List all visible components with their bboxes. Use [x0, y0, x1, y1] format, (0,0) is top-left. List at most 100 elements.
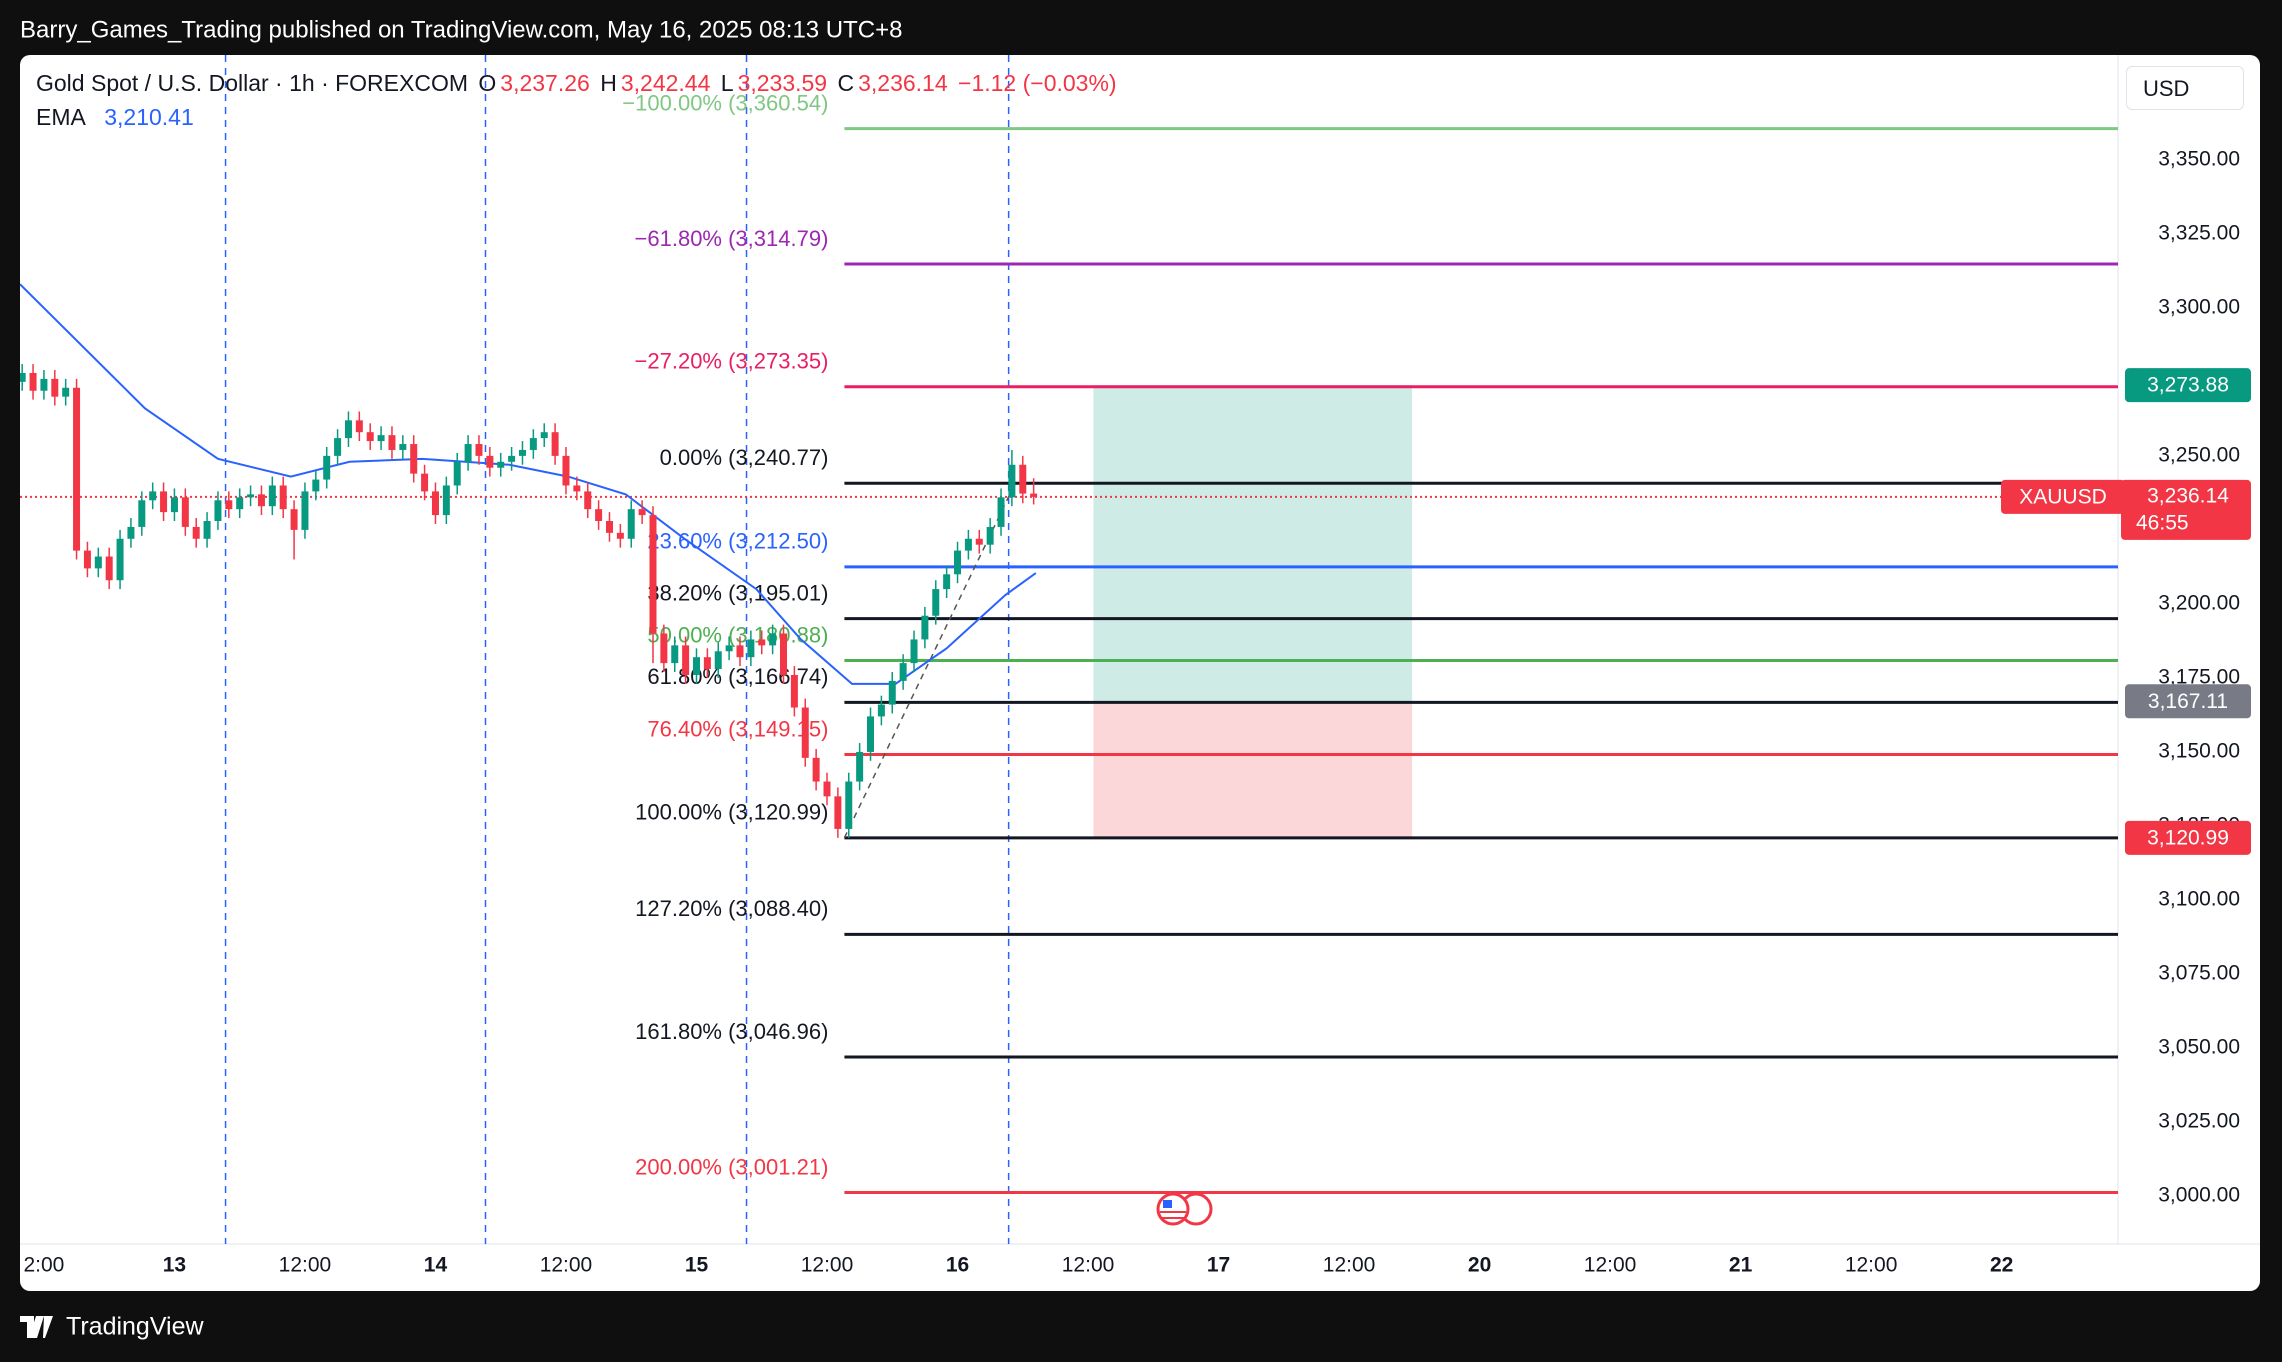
x-tick-label: 12:00 [1845, 1254, 1898, 1277]
x-tick-label: 12:00 [1584, 1254, 1637, 1277]
candle-body [877, 704, 885, 717]
candle-body [236, 497, 244, 510]
fib-label: −27.20% (3,273.35) [635, 349, 829, 374]
x-tick-label: 2:00 [23, 1254, 64, 1277]
currency-button[interactable]: USD [2126, 66, 2244, 110]
last-price-tag-bg [2121, 479, 2251, 540]
footer-logo: TradingView [20, 1313, 205, 1341]
y-tick-label: 3,050.00 [2158, 1036, 2240, 1059]
candle-body [181, 497, 189, 527]
candle-body [40, 378, 48, 391]
fib-label: 127.20% (3,088.40) [635, 896, 828, 921]
candle-body [529, 438, 537, 450]
candle-body [20, 372, 26, 382]
candle-body [954, 550, 962, 575]
candle-body [671, 645, 679, 664]
flag-canton [1163, 1200, 1172, 1208]
candle-body [845, 781, 853, 829]
symbol-tag-bg [2001, 479, 2125, 514]
candle-body [932, 589, 940, 616]
logo-text: TradingView [66, 1313, 205, 1341]
candle-body [660, 633, 668, 664]
candle-body [464, 444, 472, 462]
ohlc-value: 3,237.26 [500, 70, 590, 96]
y-tick-label: 3,000.00 [2158, 1184, 2240, 1207]
fib-label: 50.00% (3,180.88) [647, 622, 828, 647]
candle-body [812, 757, 820, 782]
candle-body [975, 538, 983, 545]
change: −1.12 (−0.03%) [958, 70, 1117, 96]
x-tick-label: 14 [424, 1254, 448, 1277]
y-tick-label: 3,075.00 [2158, 962, 2240, 985]
candle-body [638, 509, 646, 516]
fib-label: 76.40% (3,149.15) [647, 716, 828, 741]
candle-body [584, 491, 592, 510]
candle-body [997, 497, 1005, 527]
y-tick-label: 3,100.00 [2158, 888, 2240, 911]
candle-body [138, 500, 146, 527]
candle-body [388, 435, 396, 450]
candle-body [703, 657, 711, 670]
candle-body [747, 639, 755, 658]
candle-body [323, 455, 331, 480]
header: Barry_Games_Trading published on Trading… [20, 16, 903, 43]
y-tick-label: 3,200.00 [2158, 591, 2240, 614]
x-tick-label: 16 [946, 1254, 969, 1277]
ema-line [20, 283, 1037, 685]
candle-body [105, 556, 113, 581]
candle-body [83, 550, 91, 569]
candle-body [856, 751, 864, 782]
candle-body [888, 680, 896, 705]
event-flags [1156, 1192, 1213, 1226]
candle-body [442, 485, 450, 516]
candle-body [518, 449, 526, 456]
candle-body [62, 387, 70, 397]
entry-tag: 3,167.11 [2148, 690, 2228, 713]
ohlc-key: O [478, 70, 497, 96]
candle-body [410, 444, 418, 474]
ohlc-key: C [837, 70, 855, 96]
candle-body [899, 663, 907, 681]
ohlc-key: L [720, 70, 734, 96]
candle-body [29, 372, 37, 391]
logo-mark [20, 1316, 53, 1338]
candle-body [497, 461, 505, 468]
candle-body [257, 494, 265, 507]
candle-body [94, 556, 102, 569]
candle-body [649, 515, 657, 634]
candle-body [399, 444, 407, 450]
flag-icon[interactable] [1156, 1192, 1190, 1226]
x-tick-label: 15 [685, 1254, 709, 1277]
candle-body [290, 509, 298, 530]
candle-body [736, 645, 744, 658]
candle-body [986, 526, 994, 545]
candle-body [780, 633, 788, 675]
x-tick-label: 20 [1468, 1254, 1491, 1277]
candle-body [203, 521, 211, 539]
fib-label: 0.00% (3,240.77) [660, 445, 829, 470]
candle-body [355, 420, 363, 433]
y-tick-label: 3,300.00 [2158, 295, 2240, 318]
candle-body [616, 532, 624, 539]
candle-body [366, 432, 374, 442]
candle-body [431, 491, 439, 516]
plot: −100.00% (3,360.54) −61.80% (3,314.79) −27… [20, 55, 2118, 1244]
candle-body [268, 485, 276, 507]
candle-body [714, 651, 722, 670]
candle-body [769, 633, 777, 646]
stop-tag: 3,120.99 [2147, 826, 2229, 849]
candle-body [508, 455, 516, 462]
legend-line: Gold Spot / U.S. Dollar · 1h · FOREXCOM … [36, 70, 1121, 97]
candle-body [725, 645, 733, 652]
candle-body [823, 781, 831, 797]
candle-body [1019, 464, 1027, 494]
x-tick-label: 12:00 [540, 1254, 593, 1277]
candle-body [540, 432, 548, 439]
candle-body [312, 479, 320, 492]
y-tick-label: 3,025.00 [2158, 1110, 2240, 1133]
candle-body [921, 615, 929, 640]
candle-body [301, 491, 309, 530]
x-tick-label: 13 [163, 1254, 186, 1277]
